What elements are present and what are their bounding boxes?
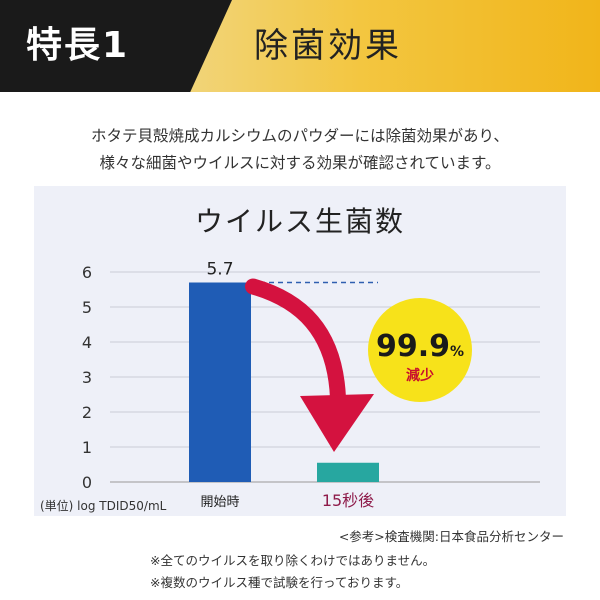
source-note: <参考>検査機関:日本食品分析センター xyxy=(338,529,564,544)
chart-title: ウイルス生菌数 xyxy=(194,205,405,238)
banner-black-panel xyxy=(0,0,232,92)
disclaimer-note-1: ※全てのウイルスを取り除くわけではありません。 xyxy=(150,553,436,568)
y-tick-label: 5 xyxy=(82,298,92,317)
chart-panel xyxy=(34,186,566,516)
header-banner: 特長1 除菌効果 xyxy=(0,0,600,92)
decrease-arrow-head xyxy=(300,394,374,452)
x-category-label: 開始時 xyxy=(200,495,239,510)
bar xyxy=(317,462,379,482)
intro-text-line-2: 様々な細菌やウイルスに対する効果が確認されています。 xyxy=(99,154,501,172)
decrease-arrow-shaft xyxy=(245,278,346,406)
reduction-badge xyxy=(368,298,472,402)
y-tick-label: 0 xyxy=(82,473,92,492)
bar xyxy=(189,282,251,482)
y-tick-label: 2 xyxy=(82,403,92,422)
y-tick-label: 4 xyxy=(82,333,92,352)
disclaimer-note-2: ※複数のウイルス種で試験を行っております。 xyxy=(150,575,409,590)
feature-title: 除菌効果 xyxy=(254,26,402,66)
y-axis-unit-label: (単位) log TDID50/mL xyxy=(40,498,167,513)
x-category-label: 15秒後 xyxy=(322,491,374,510)
data-label: 5.7 xyxy=(206,260,233,280)
intro-text-line-1: ホタテ貝殻焼成カルシウムのパウダーには除菌効果があり、 xyxy=(91,127,509,145)
y-tick-label: 3 xyxy=(82,368,92,387)
y-tick-label: 1 xyxy=(82,438,92,457)
reduction-badge-label: 減少 xyxy=(406,367,434,384)
reduction-badge-value: 99.9% xyxy=(376,329,464,364)
y-tick-label: 6 xyxy=(82,263,92,282)
feature-number-label: 特長1 xyxy=(26,25,130,66)
